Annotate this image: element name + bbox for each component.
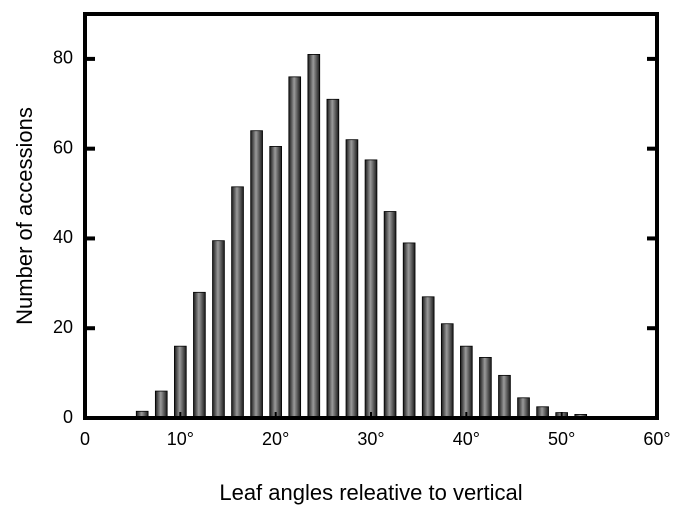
bar [174, 345, 187, 419]
bar [193, 291, 206, 419]
bar [326, 98, 340, 419]
bar [460, 345, 473, 419]
y-tick-label: 20 [53, 317, 73, 337]
y-tick-label: 0 [63, 407, 73, 427]
bar [250, 130, 263, 419]
bar [402, 242, 416, 419]
bar [421, 296, 435, 419]
x-tick-label: 60° [643, 429, 670, 449]
x-tick-label: 20° [262, 429, 289, 449]
x-tick-label: 10° [167, 429, 194, 449]
bar [288, 76, 302, 419]
bar [517, 397, 530, 419]
bar [383, 211, 397, 419]
x-tick-label: 40° [453, 429, 480, 449]
x-axis-label: Leaf angles releative to vertical [219, 480, 522, 505]
bar [212, 240, 225, 419]
y-tick-label: 40 [53, 227, 73, 247]
x-tick-label: 0 [80, 429, 90, 449]
x-tick-label: 30° [357, 429, 384, 449]
y-tick-label: 60 [53, 137, 73, 157]
bar [269, 146, 282, 419]
bar [498, 374, 511, 419]
bar [154, 390, 168, 419]
y-tick-label: 80 [53, 48, 73, 68]
bar [440, 323, 454, 419]
x-tick-label: 50° [548, 429, 575, 449]
bar [307, 54, 321, 419]
y-axis-label: Number of accessions [12, 107, 37, 325]
bar [345, 139, 359, 419]
bar [364, 159, 378, 419]
bar [479, 356, 492, 419]
bar [231, 186, 244, 419]
